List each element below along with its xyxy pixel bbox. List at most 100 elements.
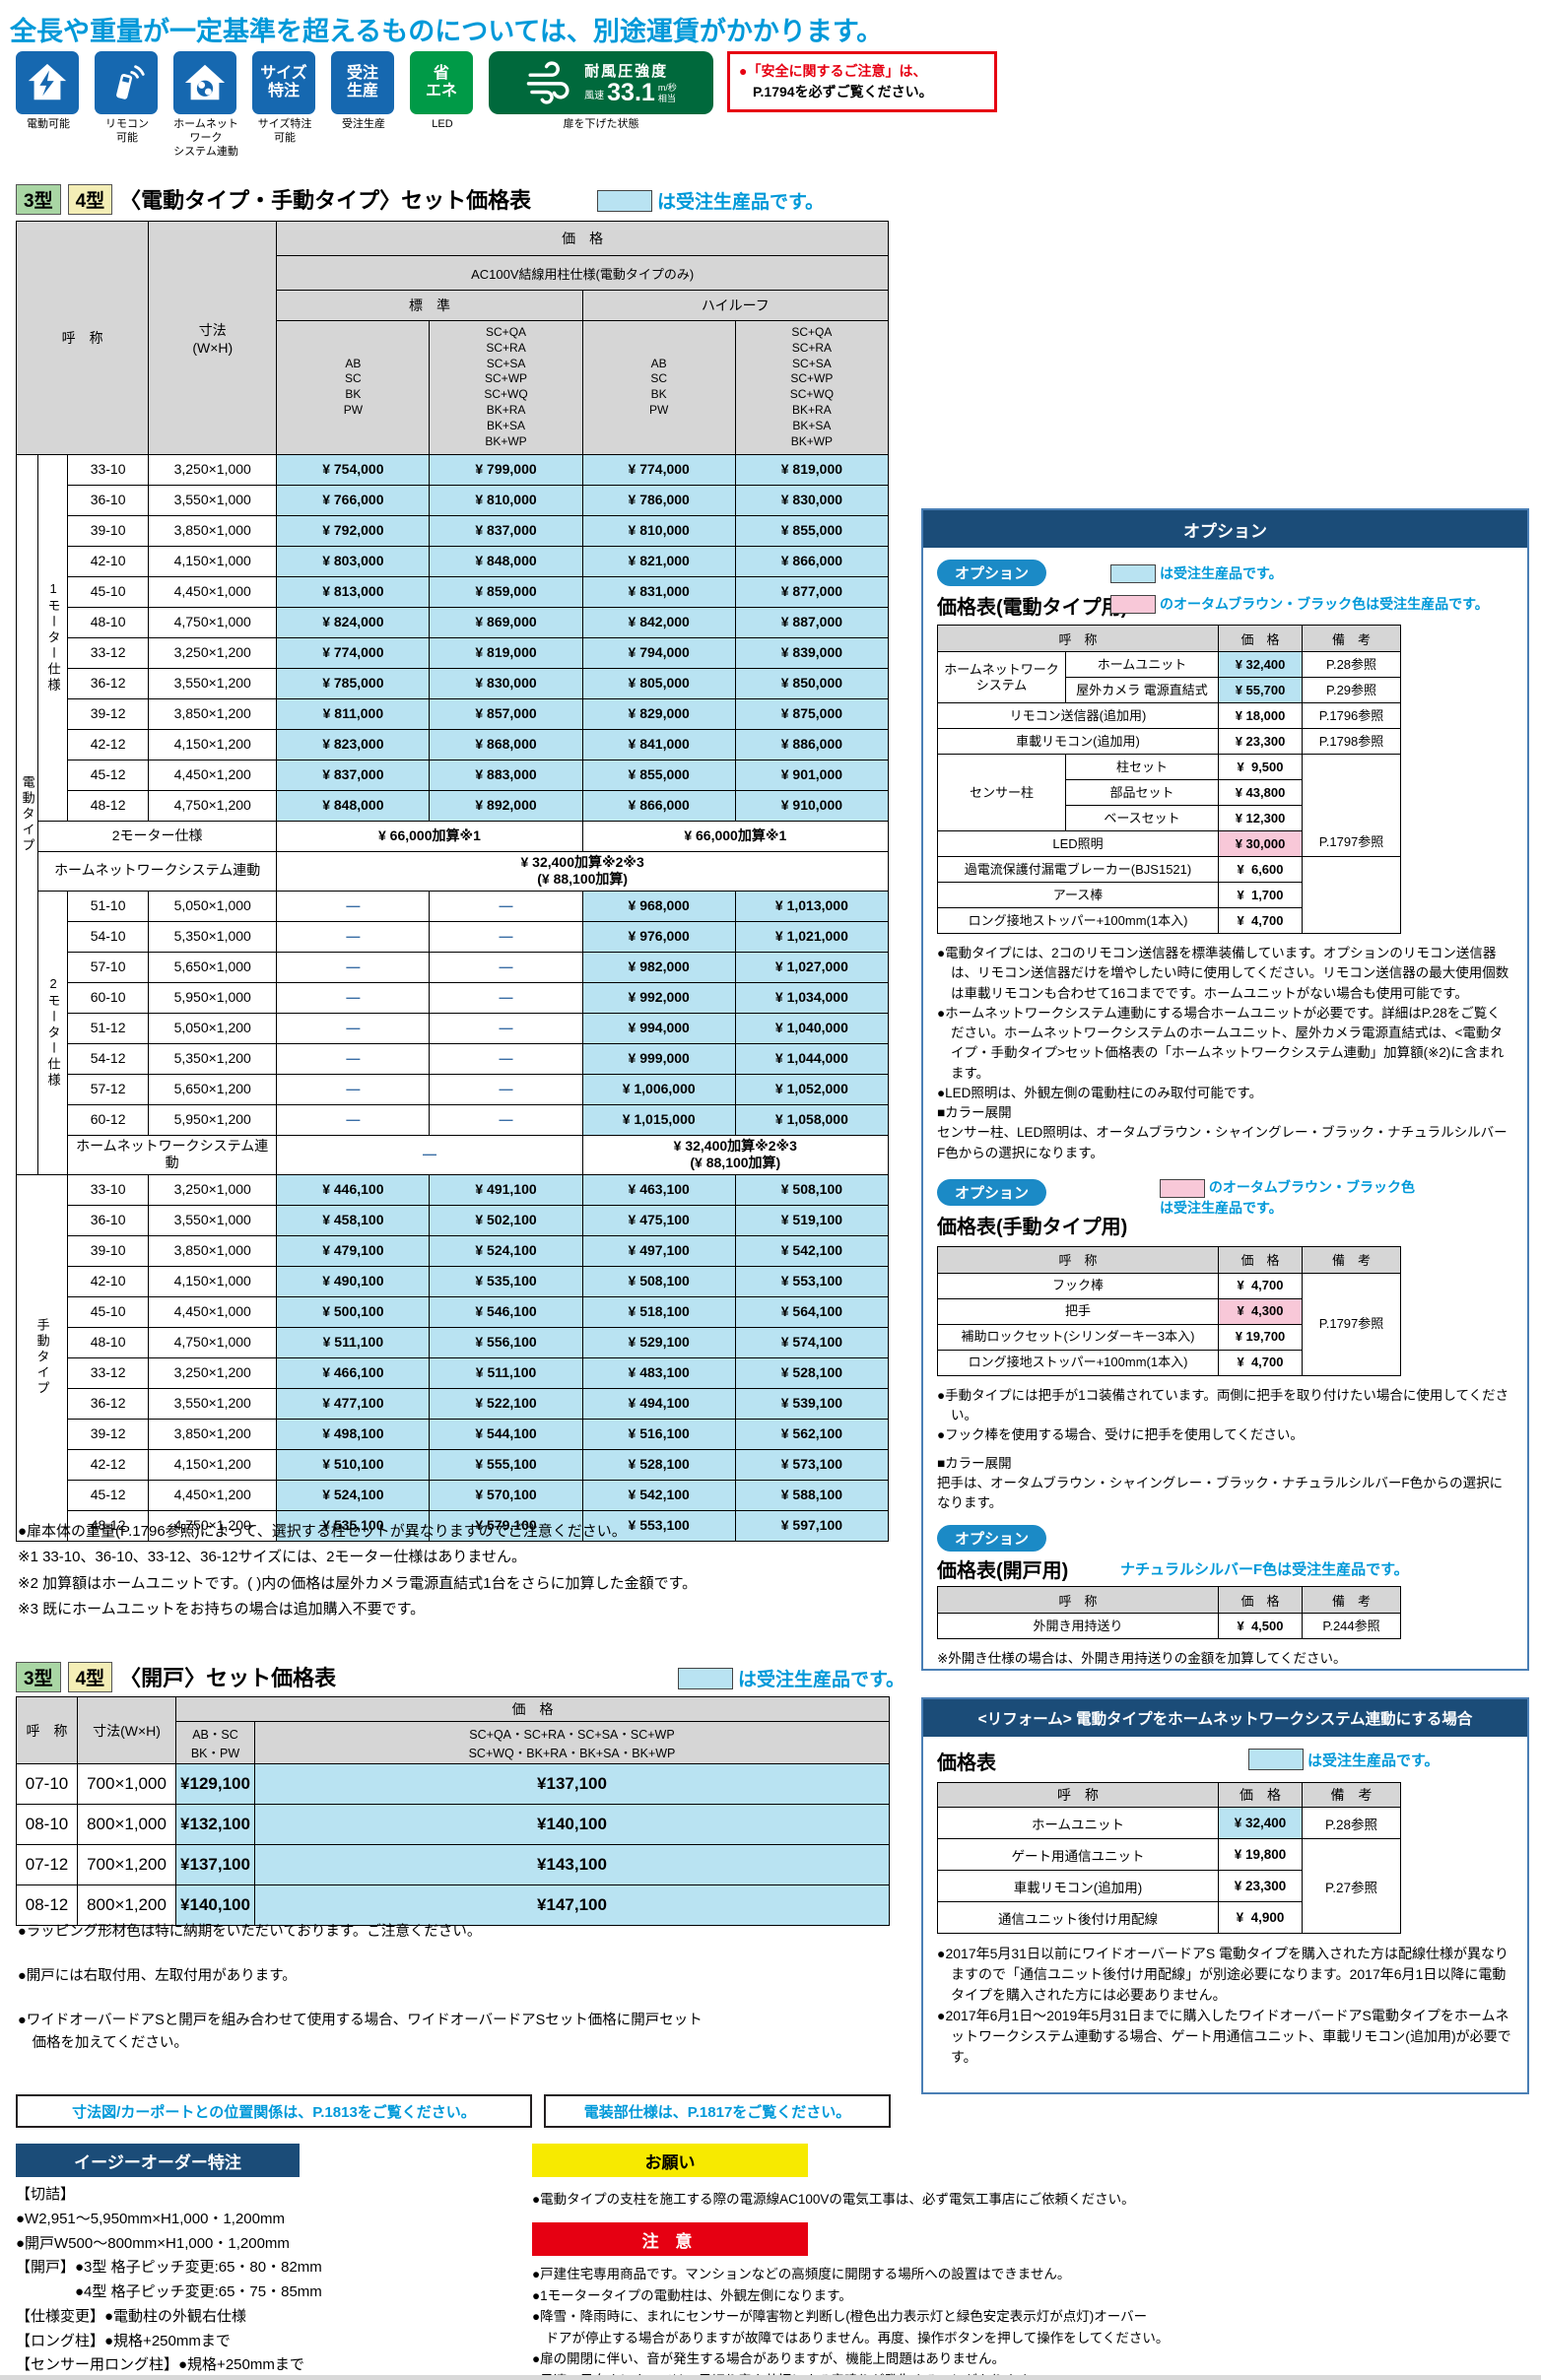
- table-cell: ¥ 564,100: [734, 1295, 890, 1328]
- legend-blue: は受注生産品です。: [1110, 563, 1283, 583]
- color-heading: ■カラー展開: [937, 1105, 1012, 1120]
- table-cell: 48-12: [67, 789, 150, 822]
- options-denki-notes: ●電動タイプには、2コのリモコン送信器を標準装備しています。オプションのリモコン…: [937, 944, 1513, 1163]
- ref-text: 電装部仕様は、P.1817をご覧ください。: [583, 2103, 851, 2121]
- easy-order-line: 【仕様変更】●電動柱の外観右仕様: [16, 2307, 247, 2325]
- easy-order-line: ●4型 格子ピッチ変更:65・75・85mm: [16, 2283, 322, 2300]
- table-cell: ¥ 821,000: [581, 545, 736, 577]
- column-header: SC+QA・SC+RA・SC+SA・SC+WP SC+WQ・BK+RA・BK+S…: [254, 1721, 890, 1764]
- table-cell: ¥ 1,013,000: [734, 890, 890, 922]
- table-cell: ¥129,100: [175, 1763, 255, 1805]
- table-cell: 2モーター仕様: [37, 890, 69, 1175]
- main-table-title-bar: 3型 4型 〈電動タイプ・手動タイプ〉セット価格表: [16, 183, 531, 215]
- reform-notes: ●2017年5月31日以前にワイドオーバードアS 電動タイプを購入された方は配線…: [937, 1944, 1513, 2068]
- table-cell: ¥ 785,000: [276, 667, 431, 699]
- pink-swatch-icon: [1160, 1178, 1205, 1198]
- table-cell: ¥ 855,000: [581, 759, 736, 791]
- option-pill: オプション: [937, 1525, 1047, 1553]
- type4-badge: 4型: [67, 1661, 113, 1692]
- table-cell: ¥ 528,100: [734, 1356, 890, 1389]
- table-cell: ¥ 463,100: [581, 1173, 736, 1206]
- table-cell: ¥ 805,000: [581, 667, 736, 699]
- column-header: SC+QA SC+RA SC+SA SC+WP SC+WQ BK+RA BK+S…: [429, 320, 583, 455]
- safety-notice-box: ●「安全に関するご注意」は、 P.1794を必ずご覧ください。: [727, 51, 997, 112]
- table-cell: ¥ 502,100: [429, 1204, 583, 1236]
- easy-order-line: ●開戸W500〜800mm×H1,000・1,200mm: [16, 2234, 290, 2252]
- options-manual-table: 呼 称 価 格 備 考 フック棒 ¥ 4,700 P.1797参照 把手 ¥ 4,300…: [937, 1245, 1401, 1376]
- type3-badge: 3型: [16, 1661, 61, 1692]
- easy-order-list: 【切詰】 ●W2,951〜5,950mm×H1,000・1,200mm ●開戸W…: [16, 2183, 518, 2378]
- table-cell: ¥ 32,400: [1218, 651, 1304, 678]
- table-cell: 4,150×1,200: [148, 1448, 278, 1481]
- table-cell: ¥ 830,000: [734, 484, 890, 516]
- table-cell: ¥ 1,015,000: [581, 1103, 736, 1136]
- table-cell: ¥ 1,006,000: [581, 1073, 736, 1105]
- table-cell: 07-12: [16, 1844, 78, 1885]
- option-pill: オプション: [937, 560, 1047, 586]
- table-cell: 通信ユニット後付け用配線: [937, 1901, 1219, 1934]
- table-cell: ¥ 811,000: [276, 697, 431, 730]
- table-cell: ¥ 555,100: [429, 1448, 583, 1481]
- table-cell: 5,050×1,000: [148, 890, 278, 922]
- table-cell: 08-12: [16, 1884, 78, 1926]
- table-cell: ¥ 794,000: [581, 636, 736, 669]
- table-cell: 3,250×1,200: [148, 1356, 278, 1389]
- kaido-price-table: 呼 称 寸法(W×H) 価 格 AB・SC BK・PW SC+QA・SC+RA・…: [16, 1696, 890, 1926]
- table-cell: ホームユニット: [1064, 651, 1220, 678]
- table-cell: ¥ 475,100: [581, 1204, 736, 1236]
- note-line: ※外開き仕様の場合は、外開き用持送りの金額を加算してください。: [937, 1651, 1347, 1667]
- column-header: 価 格: [1218, 1245, 1303, 1274]
- table-cell: 45-12: [67, 759, 150, 791]
- table-cell: 07-10: [16, 1763, 78, 1805]
- note-line: ●開戸には右取付用、左取付用があります。: [18, 1968, 297, 1985]
- table-cell: ¥ 859,000: [429, 575, 583, 608]
- table-cell: ¥ 810,000: [581, 514, 736, 547]
- note-line: ●ラッピング形材色は特に納期をいただいております。ご注意ください。: [18, 1924, 482, 1941]
- table-cell: ¥ 573,100: [734, 1448, 890, 1481]
- table-cell: ¥ 910,000: [734, 789, 890, 822]
- legend-text: は受注生産品です。: [1307, 1752, 1440, 1769]
- table-cell: ¥ 792,000: [276, 514, 431, 547]
- table-cell: 手動タイプ: [15, 1173, 69, 1542]
- table-cell: ¥ 32,400加算※2※3 (¥ 88,100加算): [276, 850, 889, 892]
- note-line: 把手は、オータムブラウン・シャイングレー・ブラック・ナチュラルシルバーF色からの…: [937, 1475, 1504, 1510]
- table-cell: ¥ 892,000: [429, 789, 583, 822]
- table-cell: 4,750×1,200: [148, 789, 278, 822]
- table-cell: ¥ 55,700: [1218, 677, 1304, 703]
- table-cell: ¥ 500,100: [276, 1295, 431, 1328]
- table-cell: 800×1,000: [77, 1804, 176, 1845]
- table-cell: 車載リモコン(追加用): [936, 728, 1220, 755]
- badge-label: リモコン 可能: [105, 118, 149, 144]
- table-cell: ¥ 869,000: [429, 606, 583, 638]
- safety-line1: ●「安全に関するご注意」は、: [739, 63, 927, 79]
- table-cell: 57-12: [67, 1073, 150, 1105]
- table-cell: 57-10: [67, 951, 150, 983]
- column-header: 呼 称: [15, 221, 150, 455]
- easy-order-line: 【センサー用ロング柱】●規格+250mmまで: [16, 2356, 304, 2374]
- column-header: AB・SC BK・PW: [175, 1721, 255, 1764]
- column-header: 呼 称: [937, 1245, 1219, 1274]
- table-cell: P.1796参照: [1302, 702, 1402, 729]
- options-kaido-table: 呼 称 価 格 備 考 外開き用持送り ¥ 4,500 P.244参照: [937, 1586, 1401, 1640]
- table-cell: ¥ 511,100: [276, 1326, 431, 1358]
- caution-notes: ●戸建住宅専用商品です。マンションなどの高頻度に開閉する場所への設置はできません…: [532, 2264, 1527, 2380]
- table-cell: 42-12: [67, 1448, 150, 1481]
- badge-wind-resistance: 耐風圧強度 風速 33.1 m/秒 相当 扉を下げた状態: [489, 51, 713, 132]
- table-cell: ¥ 1,034,000: [734, 981, 890, 1014]
- easy-order-badge: イージーオーダー特注: [16, 2144, 300, 2177]
- table-cell: ¥ 597,100: [734, 1509, 890, 1542]
- options-manual-notes: ●手動タイプには把手が1コ装備されています。両側に把手を取り付けたい場合に使用し…: [937, 1386, 1513, 1514]
- table-cell: ¥ 994,000: [581, 1012, 736, 1044]
- table-cell: ベースセット: [1064, 805, 1220, 831]
- column-header: 呼 称: [16, 1696, 78, 1764]
- onegai-badge: お願い: [532, 2144, 808, 2177]
- table-cell: ¥ 574,100: [734, 1326, 890, 1358]
- table-cell: —: [276, 1012, 431, 1044]
- column-header: 備 考: [1302, 1245, 1401, 1274]
- table-cell: ¥ 824,000: [276, 606, 431, 638]
- table-cell: 5,650×1,200: [148, 1073, 278, 1105]
- table-cell: —: [429, 1073, 583, 1105]
- option-pill: オプション: [937, 1178, 1047, 1206]
- table-cell: ホームユニット: [937, 1807, 1219, 1839]
- table-cell: ¥ 491,100: [429, 1173, 583, 1206]
